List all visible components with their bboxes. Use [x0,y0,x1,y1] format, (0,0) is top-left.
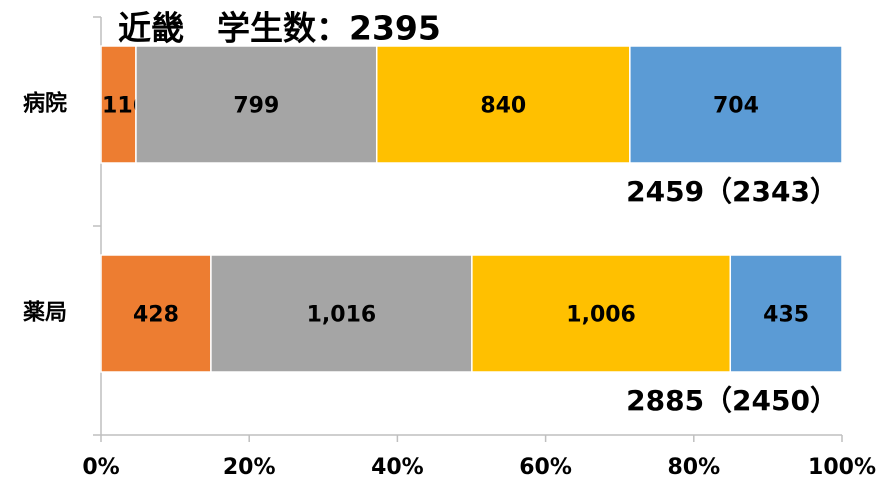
annotation: 2459（2343） [626,175,838,208]
bar-segment [100,254,212,373]
bar-segment [210,254,473,373]
annotation: 2885（2450） [626,384,838,417]
x-tick-label: 100% [808,455,876,480]
data-label: 704 [713,94,759,119]
y-tick-label: 薬局 [23,301,67,326]
x-tick-label: 20% [223,455,276,480]
bar-segment [471,254,732,373]
x-tick-label: 60% [519,455,572,480]
data-label: 840 [480,94,526,119]
bar-segment [375,45,631,164]
x-tick-label: 80% [667,455,720,480]
bar-segment [100,45,137,164]
bar-segment [629,45,843,164]
data-label: 435 [763,303,809,328]
data-label: 1,016 [307,303,377,328]
data-label: 799 [233,94,279,119]
x-tick-label: 40% [371,455,424,480]
chart-title: 近畿 学生数：2395 [118,9,441,48]
data-label: 1,006 [566,303,636,328]
y-tick-label: 病院 [23,91,67,117]
data-label: 428 [133,303,179,328]
x-tick-label: 0% [82,455,119,480]
bar-segment [729,254,843,373]
